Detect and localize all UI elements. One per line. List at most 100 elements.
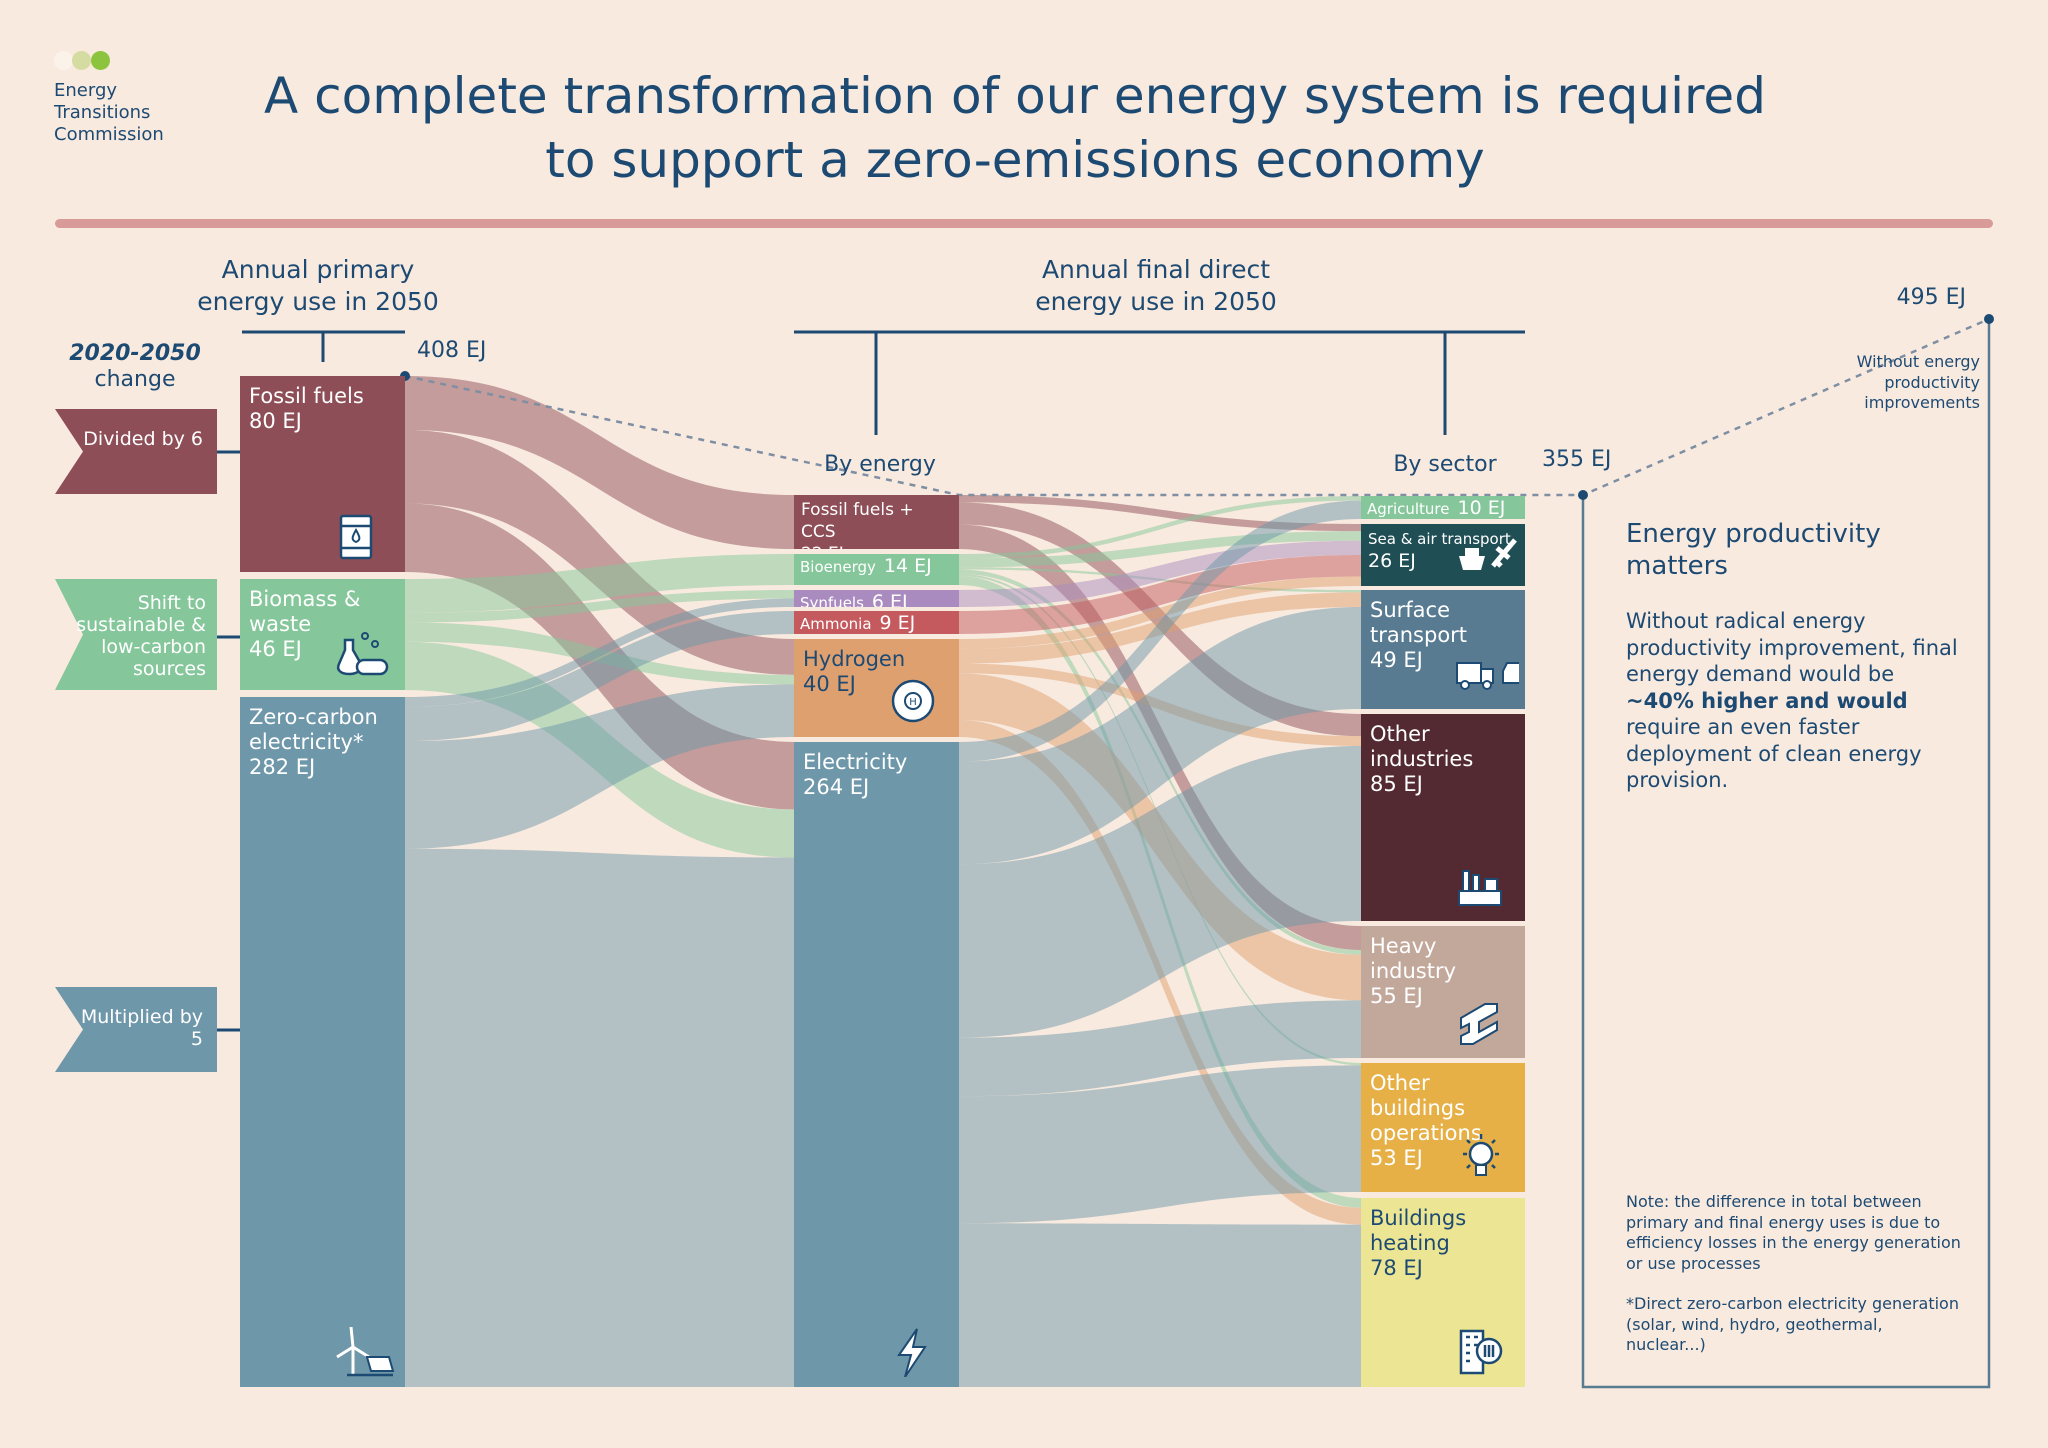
node-label: Electricity <box>803 750 908 774</box>
without-total-dot <box>1984 314 1994 324</box>
node-heating: Buildings heating 78 EJ <box>1361 1198 1525 1387</box>
node-amm: Ammonia 9 EJ <box>794 611 959 634</box>
node-value: 264 EJ <box>803 775 870 799</box>
oil-barrel-icon <box>339 514 373 560</box>
node-value: 22 EJ <box>801 544 844 549</box>
change-chevron <box>55 409 217 494</box>
node-value: 26 EJ <box>1368 550 1416 572</box>
node-value: 85 EJ <box>1370 772 1423 796</box>
side-box-body: Without radical energy productivity impr… <box>1626 608 1966 794</box>
total-trend-line <box>404 317 1990 497</box>
node-surface: Surface transport 49 EJ <box>1361 590 1525 709</box>
logo-line: Commission <box>54 124 164 145</box>
flow-elec-to-otherind <box>959 746 1361 1038</box>
logo-line: Transitions <box>54 102 151 123</box>
flow-elec-to-surface <box>959 607 1361 865</box>
body-text: Without radical energy productivity impr… <box>1626 609 1958 686</box>
change-chevron <box>55 987 217 1072</box>
building-radiator-icon <box>1459 1329 1503 1375</box>
node-h2: Hydrogen 40 EJ H <box>794 639 959 737</box>
title-line-2: to support a zero-emissions economy <box>545 131 1485 189</box>
logo-dot <box>72 51 91 70</box>
title-line-1: A complete transformation of our energy … <box>264 67 1766 125</box>
node-value: 282 EJ <box>249 755 316 779</box>
node-label: Biomass & waste <box>249 587 361 636</box>
footnote: *Direct zero-carbon electricity generati… <box>1626 1294 1959 1354</box>
wind-solar-icon <box>336 1327 395 1377</box>
node-heavy: Heavy industry 55 EJ <box>1361 926 1525 1058</box>
node-fossil: Fossil fuels 80 EJ <box>240 376 405 572</box>
change-zero-carbon-label: Multiplied by 5 <box>80 1006 203 1050</box>
svg-text:H: H <box>909 697 917 708</box>
node-value: 9 EJ <box>879 612 916 634</box>
node-zc: Zero-carbon electricity* 282 EJ <box>240 697 405 1387</box>
final-total: 355 EJ <box>1542 447 1612 472</box>
change-biomass-label: Shift to sustainable & low-carbon source… <box>76 592 206 680</box>
node-label: Other industries <box>1370 722 1474 771</box>
steel-beam-icon <box>1460 1003 1498 1045</box>
logo-line: Energy <box>54 80 118 101</box>
lightning-icon <box>897 1328 927 1377</box>
node-label: Fossil fuels + CCS <box>801 500 914 542</box>
logo-dot <box>91 51 110 70</box>
flow-biomass-to-bio <box>405 554 794 613</box>
flow-zc-to-syn <box>405 598 794 707</box>
node-value: 78 EJ <box>1370 1256 1423 1280</box>
node-value: 46 EJ <box>249 637 302 661</box>
node-otherbld: Other buildings operations 53 EJ <box>1361 1063 1525 1192</box>
flow-amm-to-seaair <box>959 555 1361 634</box>
flow-zc-to-h2 <box>405 684 794 849</box>
node-value: 49 EJ <box>1370 648 1423 672</box>
node-syn: Synfuels 6 EJ <box>794 590 959 607</box>
node-label: Heavy industry <box>1370 934 1457 983</box>
node-value: 6 EJ <box>871 591 908 607</box>
primary-header: Annual primary energy use in 2050 <box>197 255 439 316</box>
node-label: Sea & air transport <box>1368 530 1511 548</box>
change-fossil-label: Divided by 6 <box>83 428 203 450</box>
node-value: 40 EJ <box>803 672 856 696</box>
flow-bio-to-agri <box>959 496 1361 559</box>
side-box-title: Energy productivity matters <box>1626 519 1881 581</box>
node-value: 53 EJ <box>1370 1146 1423 1170</box>
light-bulb-icon <box>1463 1134 1499 1176</box>
node-label: Surface transport <box>1370 598 1468 647</box>
page-title: A complete transformation of our energy … <box>200 64 1830 192</box>
flow-biomass-to-syn <box>405 590 794 623</box>
flow-elec-to-otherbld <box>959 1065 1361 1224</box>
factory-icon <box>1458 870 1502 906</box>
flow-zc-to-elec <box>405 848 794 1387</box>
guides-layer <box>217 319 1991 1389</box>
title-divider <box>55 219 1993 228</box>
node-elec: Electricity 264 EJ <box>794 742 959 1387</box>
hydrogen-icon: H <box>891 679 935 723</box>
body-text-end: require an even faster deployment of cle… <box>1626 715 1922 792</box>
node-bio: Bioenergy 14 EJ <box>794 554 959 585</box>
without-total: 495 EJ <box>1896 285 1966 310</box>
truck-car-icon <box>1456 662 1519 690</box>
node-biomass: Biomass & waste 46 EJ <box>240 579 405 690</box>
flow-syn-to-seaair <box>959 540 1361 607</box>
primary-total: 408 EJ <box>417 338 487 363</box>
node-label: Bioenergy <box>800 558 876 576</box>
node-label: Zero-carbon electricity* <box>249 705 378 754</box>
flow-elec-to-heating <box>959 1223 1361 1387</box>
node-value: 14 EJ <box>883 555 932 577</box>
flask-log-icon <box>336 632 389 676</box>
flow-ccs-to-seaair <box>959 495 1361 532</box>
node-otherind: Other industries 85 EJ <box>1361 714 1525 921</box>
ship-plane-icon <box>1459 538 1517 570</box>
flows-layer <box>405 376 1361 1387</box>
by-energy-label: By energy <box>824 452 936 477</box>
change-label: change <box>94 367 176 392</box>
node-label: Hydrogen <box>803 647 906 671</box>
flow-elec-to-heavy <box>959 1000 1361 1097</box>
flow-elec-to-agri <box>959 500 1361 762</box>
flow-ccs-to-otherind <box>959 502 1361 737</box>
without-label: Without energy productivity improvements <box>1856 352 1980 412</box>
node-label: Agriculture <box>1367 500 1450 518</box>
node-value: 10 EJ <box>1457 497 1506 519</box>
node-agri: Agriculture 10 EJ <box>1361 496 1525 519</box>
by-sector-label: By sector <box>1393 452 1497 477</box>
body-emphasis: ~40% higher and would <box>1626 688 1908 713</box>
